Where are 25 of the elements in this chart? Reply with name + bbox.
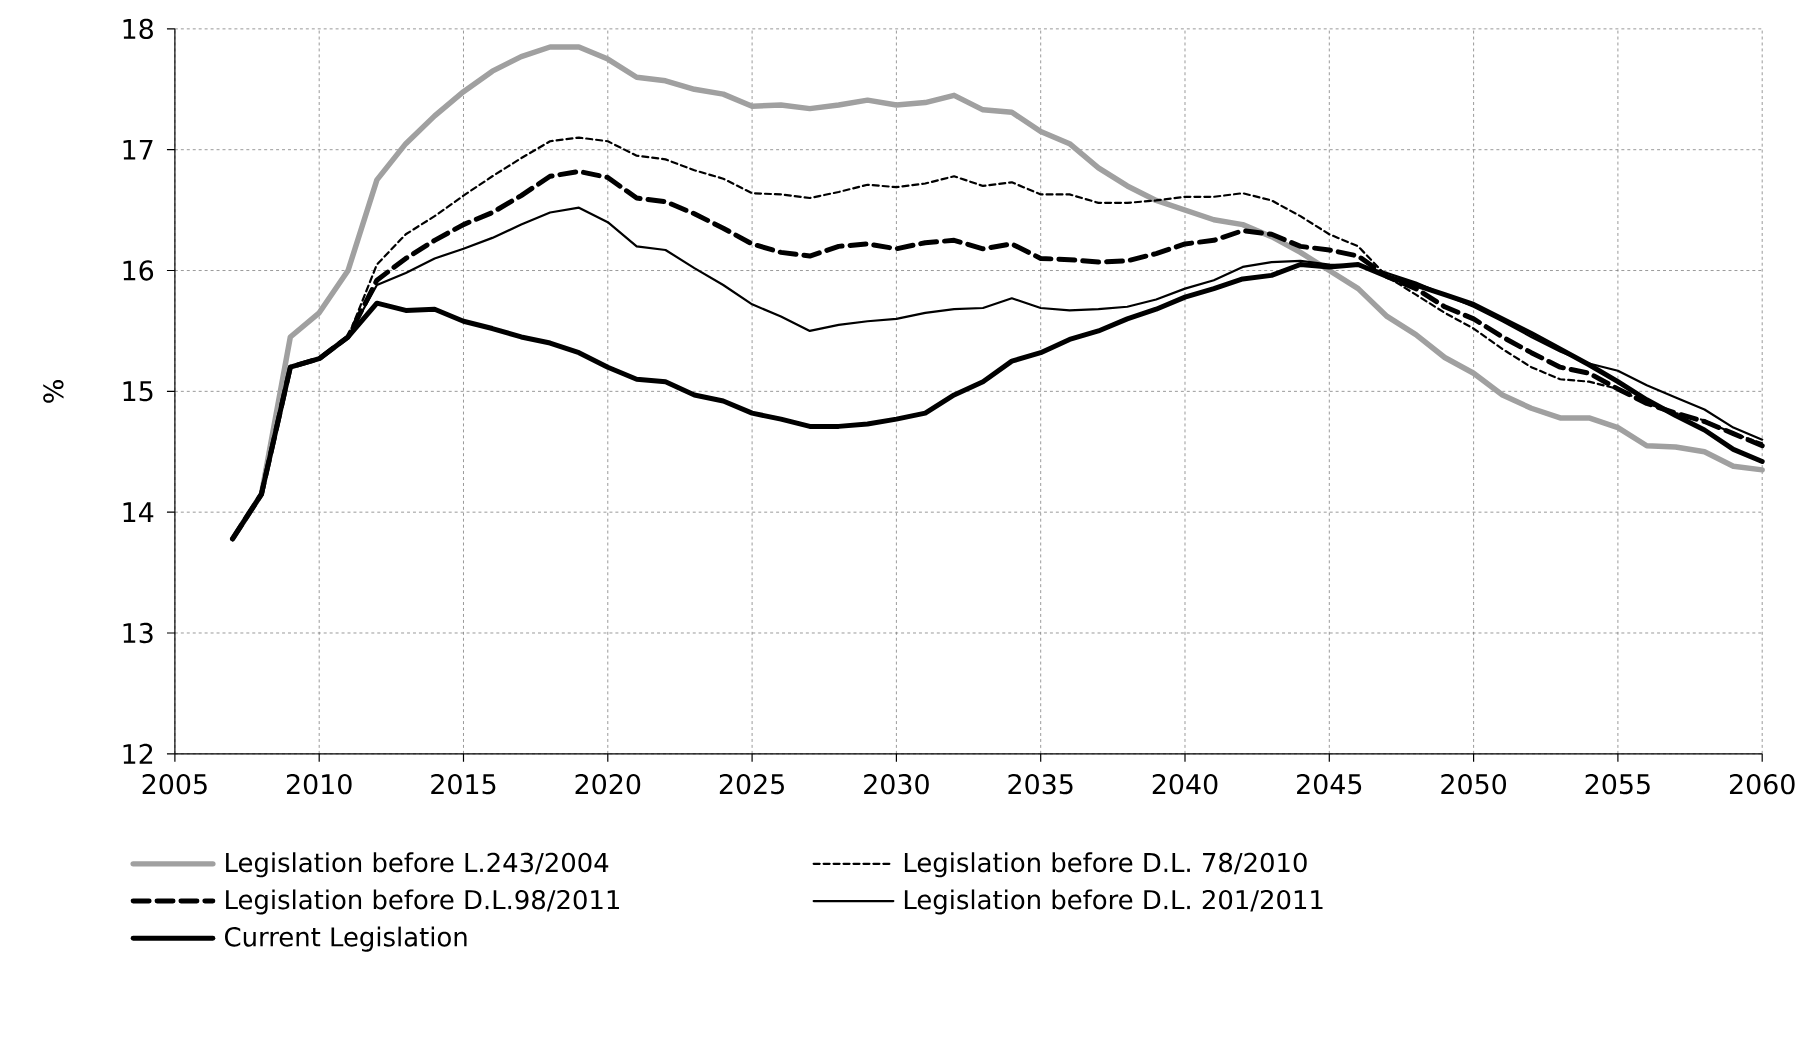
y-tick-label: 14 [123, 502, 154, 523]
y-axis-title: % [43, 380, 64, 403]
x-tick-label: 2020 [575, 774, 641, 795]
legend-label: Legislation before D.L. 201/2011 [904, 889, 1323, 915]
y-tick-label: 12 [123, 744, 153, 764]
x-tick-label: 2035 [1008, 774, 1073, 795]
x-tick-label: 2025 [719, 774, 784, 795]
y-tick-label: 13 [123, 623, 153, 644]
x-tick-label: 2045 [1297, 774, 1362, 795]
y-tick-label: 18 [123, 18, 153, 40]
x-tick-label: 2060 [1729, 774, 1795, 795]
legend-label: Legislation before D.L.98/2011 [226, 889, 619, 915]
x-tick-label: 2005 [142, 774, 207, 795]
x-tick-label: 2030 [864, 774, 929, 795]
y-tick-label: 17 [123, 140, 153, 160]
x-tick-label: 2010 [286, 774, 352, 795]
legend-label: Legislation before L.243/2004 [226, 852, 609, 878]
x-tick-label: 2055 [1585, 774, 1650, 795]
y-tick-label: 16 [123, 260, 154, 281]
legend-label: Legislation before D.L. 78/2010 [904, 852, 1307, 878]
x-tick-label: 2040 [1152, 774, 1218, 795]
x-tick-label: 2050 [1441, 774, 1507, 795]
x-tick-label: 2015 [431, 774, 496, 795]
y-tick-label: 15 [123, 381, 153, 402]
legend-label: Current Legislation [225, 926, 467, 952]
